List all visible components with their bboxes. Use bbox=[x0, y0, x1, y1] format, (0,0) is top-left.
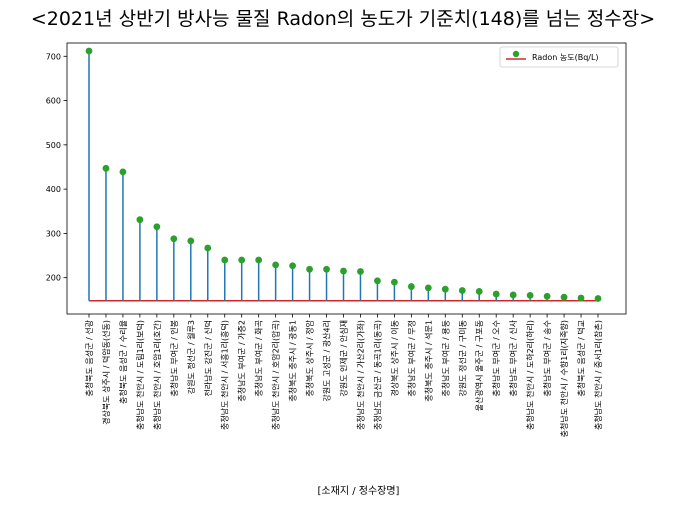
x-tick-label: 울산광역시 울주군 / 구포동 bbox=[474, 320, 484, 411]
data-point bbox=[272, 261, 280, 269]
data-point bbox=[577, 294, 585, 302]
x-tick-label: 충청남도 천안시 / 호암2리(압곡) bbox=[271, 320, 281, 430]
data-point bbox=[391, 278, 398, 286]
data-point bbox=[170, 235, 178, 243]
x-tick-label: 충청북도 음성군 / 선광 bbox=[84, 319, 94, 396]
x-tick-label: 충청남도 부여군 / 오수 bbox=[491, 320, 501, 397]
y-tick-label: 500 bbox=[46, 141, 61, 150]
data-point bbox=[255, 256, 263, 264]
data-point bbox=[560, 293, 568, 301]
x-tick-label: 충청남도 천안시 / 도림1리(보덕) bbox=[135, 320, 145, 430]
x-tick-label: 경상북도 상주시 / 덕암동(선동) bbox=[101, 320, 111, 425]
x-tick-label: 충청남도 부여군 / 신사 bbox=[508, 319, 518, 396]
x-tick-label: 충청북도 충주시 / 석문1 bbox=[423, 320, 433, 402]
x-tick-label: 충청북도 충주시 / 광동1 bbox=[288, 320, 298, 402]
x-tick-label: 충청남도 천안시 / 가산2리(가좌) bbox=[355, 320, 365, 430]
x-tick-label: 충청남도 부여군 / 용둥 bbox=[440, 320, 450, 397]
data-point bbox=[238, 256, 246, 264]
legend-label: Radon 농도(Bq/L) bbox=[532, 53, 599, 62]
x-tick-label: 경상북도 상주시 / 이동 bbox=[389, 320, 399, 397]
data-point bbox=[153, 223, 161, 231]
x-axis-label: [소재지 / 정수장명] bbox=[318, 485, 400, 497]
data-point bbox=[102, 164, 110, 172]
y-tick-label: 600 bbox=[46, 97, 61, 106]
data-point bbox=[204, 244, 212, 252]
data-point bbox=[374, 277, 381, 285]
x-tick-label: 충청남도 부여군 / 화곡 bbox=[254, 320, 264, 397]
data-point bbox=[424, 284, 432, 292]
chart-title: <2021년 상반기 방사능 물질 Radon의 농도가 기준치(148)를 넘… bbox=[30, 8, 656, 30]
x-tick-label: 충청북도 음성군 / 덕교 bbox=[576, 320, 586, 397]
x-tick-label: 충청남도 천안시 / 도하2리(하리) bbox=[525, 320, 535, 430]
x-tick-label: 충청북도 상주시 / 정암 bbox=[305, 319, 315, 396]
data-point bbox=[340, 267, 347, 275]
x-tick-label: 충청남도 부여군 / 인봉 bbox=[169, 320, 179, 397]
data-point bbox=[306, 265, 313, 273]
data-point bbox=[526, 292, 534, 299]
data-point bbox=[323, 265, 330, 273]
plot-frame bbox=[66, 42, 627, 315]
data-point bbox=[221, 256, 229, 264]
x-tick-label: 충청남도 천안시 / 중서1리(참촌) bbox=[593, 320, 603, 430]
x-tick-label: 강원도 정선군 / 월루3 bbox=[186, 320, 196, 394]
data-point bbox=[475, 288, 483, 295]
x-tick-label: 충청남도 부여군 / 가증2 bbox=[237, 320, 247, 402]
x-tick-label: 충청남도 금산군 / 동곡1리(동곡) bbox=[372, 320, 382, 430]
x-tick-label: 충청남도 부여군 / 무정 bbox=[406, 320, 416, 397]
data-point bbox=[458, 287, 466, 294]
x-tick-label: 충청남도 천안시 / 호암1리(호간) bbox=[152, 320, 162, 430]
y-tick-label: 200 bbox=[46, 274, 61, 283]
data-point bbox=[441, 285, 449, 293]
y-tick-label: 700 bbox=[46, 52, 61, 61]
data-point bbox=[85, 47, 93, 55]
data-point bbox=[289, 262, 296, 270]
x-tick-label: 충청남도 부여군 / 송수 bbox=[542, 320, 552, 397]
data-point bbox=[594, 295, 602, 302]
x-tick-label: 강원도 정선군 / 구미동 bbox=[457, 320, 467, 397]
data-point bbox=[407, 283, 415, 290]
legend-box bbox=[499, 46, 619, 68]
data-point bbox=[543, 292, 551, 300]
data-point bbox=[136, 216, 144, 224]
x-tick-label: 충청남도 천안시 / 수향1리(지족향) bbox=[559, 320, 569, 437]
x-tick-label: 충청북도 음성군 / 수리율 bbox=[119, 320, 128, 404]
data-point bbox=[119, 168, 127, 176]
x-tick-label: 강원도 고성군 / 광산4리 bbox=[322, 320, 332, 402]
data-point bbox=[357, 268, 364, 275]
y-tick-label: 300 bbox=[46, 229, 61, 238]
data-point bbox=[509, 291, 517, 299]
x-tick-label: 강원도 인제군 / 안심재 bbox=[339, 320, 349, 397]
x-tick-label: 충청남도 천안시 / 서흥1리(흥덕) bbox=[220, 320, 230, 430]
y-tick-label: 400 bbox=[46, 185, 61, 194]
x-tick-label: 전라남도 강진군 / 신덕 bbox=[203, 320, 213, 397]
data-point bbox=[492, 290, 500, 298]
legend-marker bbox=[512, 50, 520, 58]
data-point bbox=[187, 237, 195, 245]
